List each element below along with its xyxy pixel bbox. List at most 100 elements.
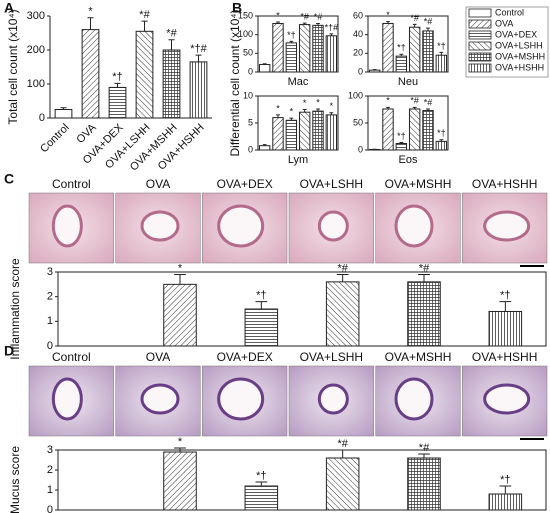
y-tick-label: 100 <box>348 90 363 100</box>
bar <box>422 110 434 151</box>
y-tick-label: 20 <box>353 48 363 58</box>
bar <box>163 451 197 511</box>
bar <box>395 143 408 151</box>
error-bar <box>302 22 307 25</box>
error-bar <box>114 82 121 88</box>
micrograph-label: OVA+HSHH <box>472 350 537 364</box>
y-tick-label: 200 <box>27 44 45 56</box>
x-axis-label: Lym <box>288 154 308 166</box>
y-tick-label: 100 <box>27 78 45 90</box>
y-tick-label: 0 <box>358 144 363 154</box>
bar <box>135 30 154 119</box>
error-bar <box>289 117 294 121</box>
x-axis-label: Mac <box>288 76 309 88</box>
y-axis-label: Inflammation score <box>8 258 22 360</box>
bar <box>325 35 338 73</box>
legend-swatch <box>468 30 492 40</box>
y-axis-label: Total cell count (x10⁴) <box>6 9 20 124</box>
significance-label: *# <box>410 13 419 23</box>
error-bar <box>329 33 334 36</box>
legend-swatch <box>468 8 492 18</box>
airway <box>394 204 434 248</box>
airway <box>217 204 265 248</box>
plot-frame <box>367 15 449 73</box>
bar <box>108 86 127 119</box>
y-tick-label: 3 <box>47 266 53 278</box>
bar <box>81 29 100 119</box>
airway <box>483 210 531 242</box>
figure-content: 0100200300Control*OVA*†OVA+DEX*#OVA+LSHH… <box>4 0 549 513</box>
error-bar <box>412 106 417 109</box>
bar <box>272 22 284 73</box>
legend-label: OVA <box>495 18 513 28</box>
plot-frame <box>57 449 547 511</box>
error-bar <box>426 108 430 111</box>
y-tick-label: 60 <box>353 10 363 20</box>
bar <box>189 61 208 119</box>
bar <box>54 109 73 119</box>
error-bar <box>195 54 202 62</box>
airway <box>217 377 265 421</box>
significance-label: *# <box>300 11 309 21</box>
panel-label: B <box>232 0 242 16</box>
y-tick-label: 40 <box>353 29 363 39</box>
bar <box>488 493 523 511</box>
y-tick-label: 0 <box>248 66 253 76</box>
bar <box>325 114 338 151</box>
legend-label: OVA+DEX <box>495 29 537 39</box>
error-bar <box>336 273 349 282</box>
error-bar <box>174 447 186 452</box>
significance-label: *† <box>112 71 122 83</box>
error-bar <box>336 449 349 458</box>
error-bar <box>289 40 294 43</box>
error-bar <box>386 21 390 24</box>
significance-label: *†# <box>325 22 339 32</box>
significance-label: *# <box>419 262 430 274</box>
error-bar <box>439 51 444 56</box>
error-bar <box>418 453 430 458</box>
legend-label: Control <box>495 7 524 17</box>
airway <box>317 383 349 415</box>
error-bar <box>174 273 186 285</box>
micrograph-label: OVA+LSHH <box>300 177 363 191</box>
significance-label: * <box>276 103 280 113</box>
significance-label: *† <box>500 290 510 302</box>
error-bar <box>255 481 268 486</box>
error-bar <box>399 53 404 57</box>
y-tick-label: 1 <box>47 315 53 327</box>
airway <box>51 204 83 248</box>
y-tick-label: 0 <box>47 504 53 513</box>
error-bar <box>262 144 267 146</box>
significance-label: *† <box>397 131 406 141</box>
significance-label: *# <box>139 9 150 21</box>
bar <box>285 119 298 151</box>
x-axis-label: Eos <box>399 154 418 166</box>
bar <box>258 64 271 73</box>
significance-label: *† <box>437 41 446 51</box>
bar <box>408 26 421 73</box>
bar <box>325 281 360 347</box>
y-tick-label: 300 <box>27 10 45 22</box>
bar <box>325 457 360 511</box>
error-bar <box>499 485 512 494</box>
error-bar <box>418 273 430 282</box>
panel-label: A <box>4 0 14 16</box>
error-bar <box>412 23 417 28</box>
airway <box>51 377 83 421</box>
micrograph-label: OVA <box>146 350 170 364</box>
y-tick-label: 1 <box>47 484 53 496</box>
error-bar <box>262 63 267 65</box>
bar <box>407 457 441 511</box>
y-axis-label: Mucus score <box>8 446 22 513</box>
plot-frame <box>57 271 547 347</box>
bar <box>408 108 421 151</box>
significance-label: * <box>386 96 390 106</box>
significance-label: *# <box>337 262 348 274</box>
micrograph-label: OVA <box>146 177 170 191</box>
error-bar <box>87 17 94 30</box>
y-tick-label: 5 <box>248 117 253 127</box>
significance-label: * <box>330 101 334 111</box>
airway <box>394 377 434 421</box>
bar <box>298 24 311 73</box>
